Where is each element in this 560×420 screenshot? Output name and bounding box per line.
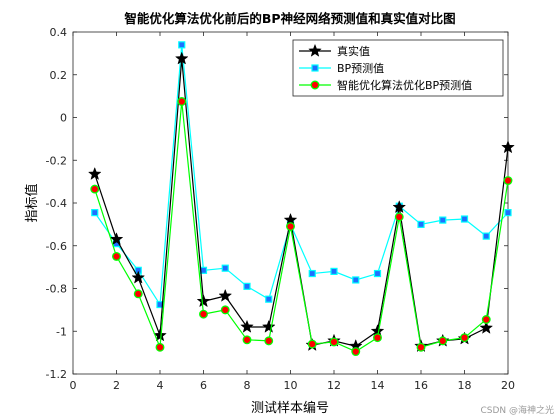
chart-title: 智能优化算法优化前后的BP神经网络预测值和真实值对比图	[123, 11, 455, 26]
data-point-star	[174, 51, 189, 65]
x-tick-label: 8	[244, 379, 251, 392]
data-point-square	[178, 41, 186, 49]
data-point-star	[392, 200, 407, 214]
data-point-circle	[351, 347, 361, 357]
data-point-square	[439, 216, 447, 224]
data-point-circle	[133, 289, 143, 299]
data-point-circle	[481, 315, 491, 324]
data-point-circle	[90, 184, 100, 194]
data-point-square	[265, 295, 273, 303]
data-point-circle	[503, 176, 513, 186]
x-tick-label: 4	[157, 379, 164, 392]
y-axis-label: 指标值	[24, 183, 40, 222]
y-axis: -1.2 -1 -0.8 -0.6 -0.4 -0.2 0 0.2 0.4	[46, 26, 508, 381]
data-point-square	[221, 264, 229, 272]
data-point-circle	[416, 342, 426, 352]
data-point-star	[87, 166, 102, 180]
data-point-square	[504, 209, 512, 217]
data-point-circle	[155, 342, 165, 352]
y-tick-label: -0.4	[46, 197, 67, 210]
data-point-star	[218, 288, 233, 302]
data-point-star	[501, 140, 515, 154]
y-tick-label: -1.2	[46, 368, 67, 381]
x-tick-label: 14	[371, 379, 385, 392]
data-point-circle	[394, 212, 404, 222]
legend-label: 真实值	[337, 44, 370, 58]
x-tick-label: 6	[200, 379, 207, 392]
x-tick-label: 10	[284, 379, 298, 392]
data-point-square	[243, 282, 251, 290]
data-point-circle	[264, 336, 274, 346]
data-point-circle	[307, 339, 317, 349]
x-axis-label: 测试样本编号	[251, 401, 329, 416]
data-point-circle	[310, 80, 320, 90]
data-point-circle	[286, 222, 295, 231]
x-tick-label: 16	[414, 379, 428, 392]
data-point-star	[479, 320, 494, 334]
data-point-star	[131, 270, 146, 284]
data-point-circle	[112, 251, 121, 261]
data-point-star	[109, 232, 124, 246]
data-point-square	[482, 232, 490, 240]
data-point-square	[308, 269, 316, 278]
data-point-circle	[242, 335, 252, 345]
x-tick-label: 20	[501, 379, 515, 392]
data-point-square	[311, 64, 319, 72]
y-tick-label: -1	[56, 325, 67, 338]
y-tick-label: 0	[60, 112, 67, 125]
data-point-star	[196, 294, 211, 308]
x-tick-label: 12	[327, 379, 341, 392]
legend-label: BP预测值	[337, 62, 384, 75]
y-tick-label: 0.4	[50, 26, 68, 39]
x-tick-label: 2	[113, 379, 120, 392]
data-point-star	[153, 328, 167, 342]
x-tick-label: 18	[458, 379, 472, 392]
y-tick-label: -0.6	[46, 240, 67, 253]
data-point-circle	[373, 333, 382, 343]
data-point-circle	[438, 336, 448, 346]
data-point-circle	[220, 305, 230, 315]
data-point-star	[261, 319, 276, 333]
data-point-star	[240, 319, 254, 333]
data-point-circle	[199, 309, 208, 319]
data-point-square	[352, 276, 360, 284]
data-point-circle	[329, 337, 339, 347]
legend-label: 智能优化算法优化BP预测值	[337, 78, 472, 92]
data-point-square	[417, 220, 425, 228]
data-point-circle	[460, 333, 469, 343]
data-point-circle	[177, 97, 187, 106]
y-tick-label: -0.8	[46, 283, 67, 296]
data-point-square	[91, 209, 99, 217]
data-point-square	[460, 215, 469, 223]
series-layer	[87, 41, 515, 357]
y-tick-label: -0.2	[46, 154, 67, 167]
x-axis: 0 2 4 6 8 10 12 14 16 18 20	[70, 32, 515, 392]
series-line	[94, 44, 509, 307]
data-point-square	[330, 267, 338, 275]
x-tick-label: 0	[70, 379, 77, 392]
data-point-star	[308, 43, 322, 57]
data-point-square	[373, 269, 382, 278]
series-2	[90, 97, 513, 357]
watermark: CSDN @海神之光	[480, 406, 554, 416]
y-tick-label: 0.2	[50, 69, 68, 82]
